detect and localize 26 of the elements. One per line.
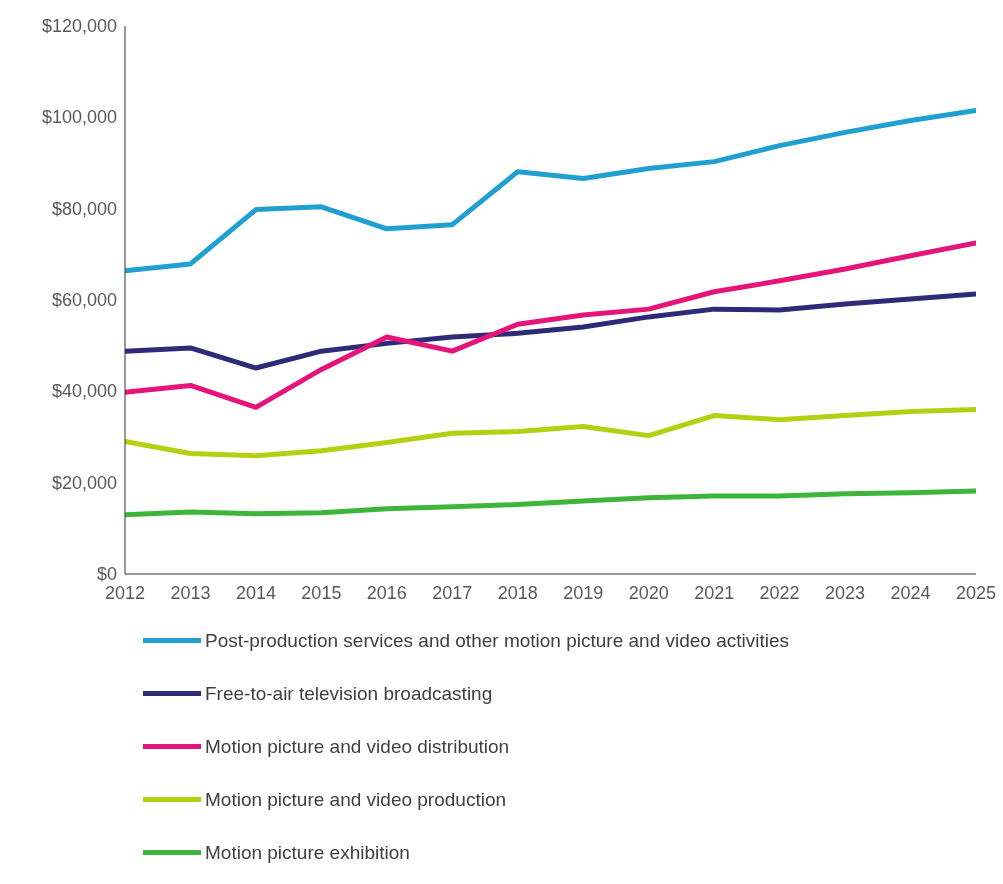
x-tick-label: 2022 xyxy=(759,582,800,603)
x-tick-label: 2018 xyxy=(497,582,538,603)
x-tick-label: 2014 xyxy=(235,582,276,603)
legend-label: Motion picture and video distribution xyxy=(205,735,510,758)
x-tick-label: 2019 xyxy=(563,582,604,603)
x-tick-label: 2025 xyxy=(955,582,997,603)
y-tick-label: $60,000 xyxy=(51,290,117,310)
x-tick-label: 2017 xyxy=(432,582,473,603)
y-tick-label: $120,000 xyxy=(41,16,117,36)
x-tick-label: 2012 xyxy=(104,582,146,603)
x-tick-label: 2021 xyxy=(694,582,735,603)
y-tick-label: $20,000 xyxy=(51,472,117,493)
legend-label: Free-to-air television broadcasting xyxy=(205,682,493,705)
x-tick-label: 2013 xyxy=(170,582,211,603)
y-tick-label: $40,000 xyxy=(51,381,117,402)
x-tick-label: 2020 xyxy=(628,582,669,603)
x-tick-label: 2015 xyxy=(301,582,342,603)
x-tick-label: 2024 xyxy=(890,582,931,603)
y-tick-label: $100,000 xyxy=(41,107,117,128)
legend-label: Motion picture and video production xyxy=(205,788,507,811)
legend-label: Motion picture exhibition xyxy=(205,841,410,864)
x-tick-label: 2016 xyxy=(366,582,407,603)
legend-label: Post-production services and other motion picture and video activities xyxy=(205,629,790,652)
x-tick-label: 2023 xyxy=(825,582,866,603)
y-tick-label: $0 xyxy=(96,564,117,584)
y-tick-label: $80,000 xyxy=(51,198,117,219)
